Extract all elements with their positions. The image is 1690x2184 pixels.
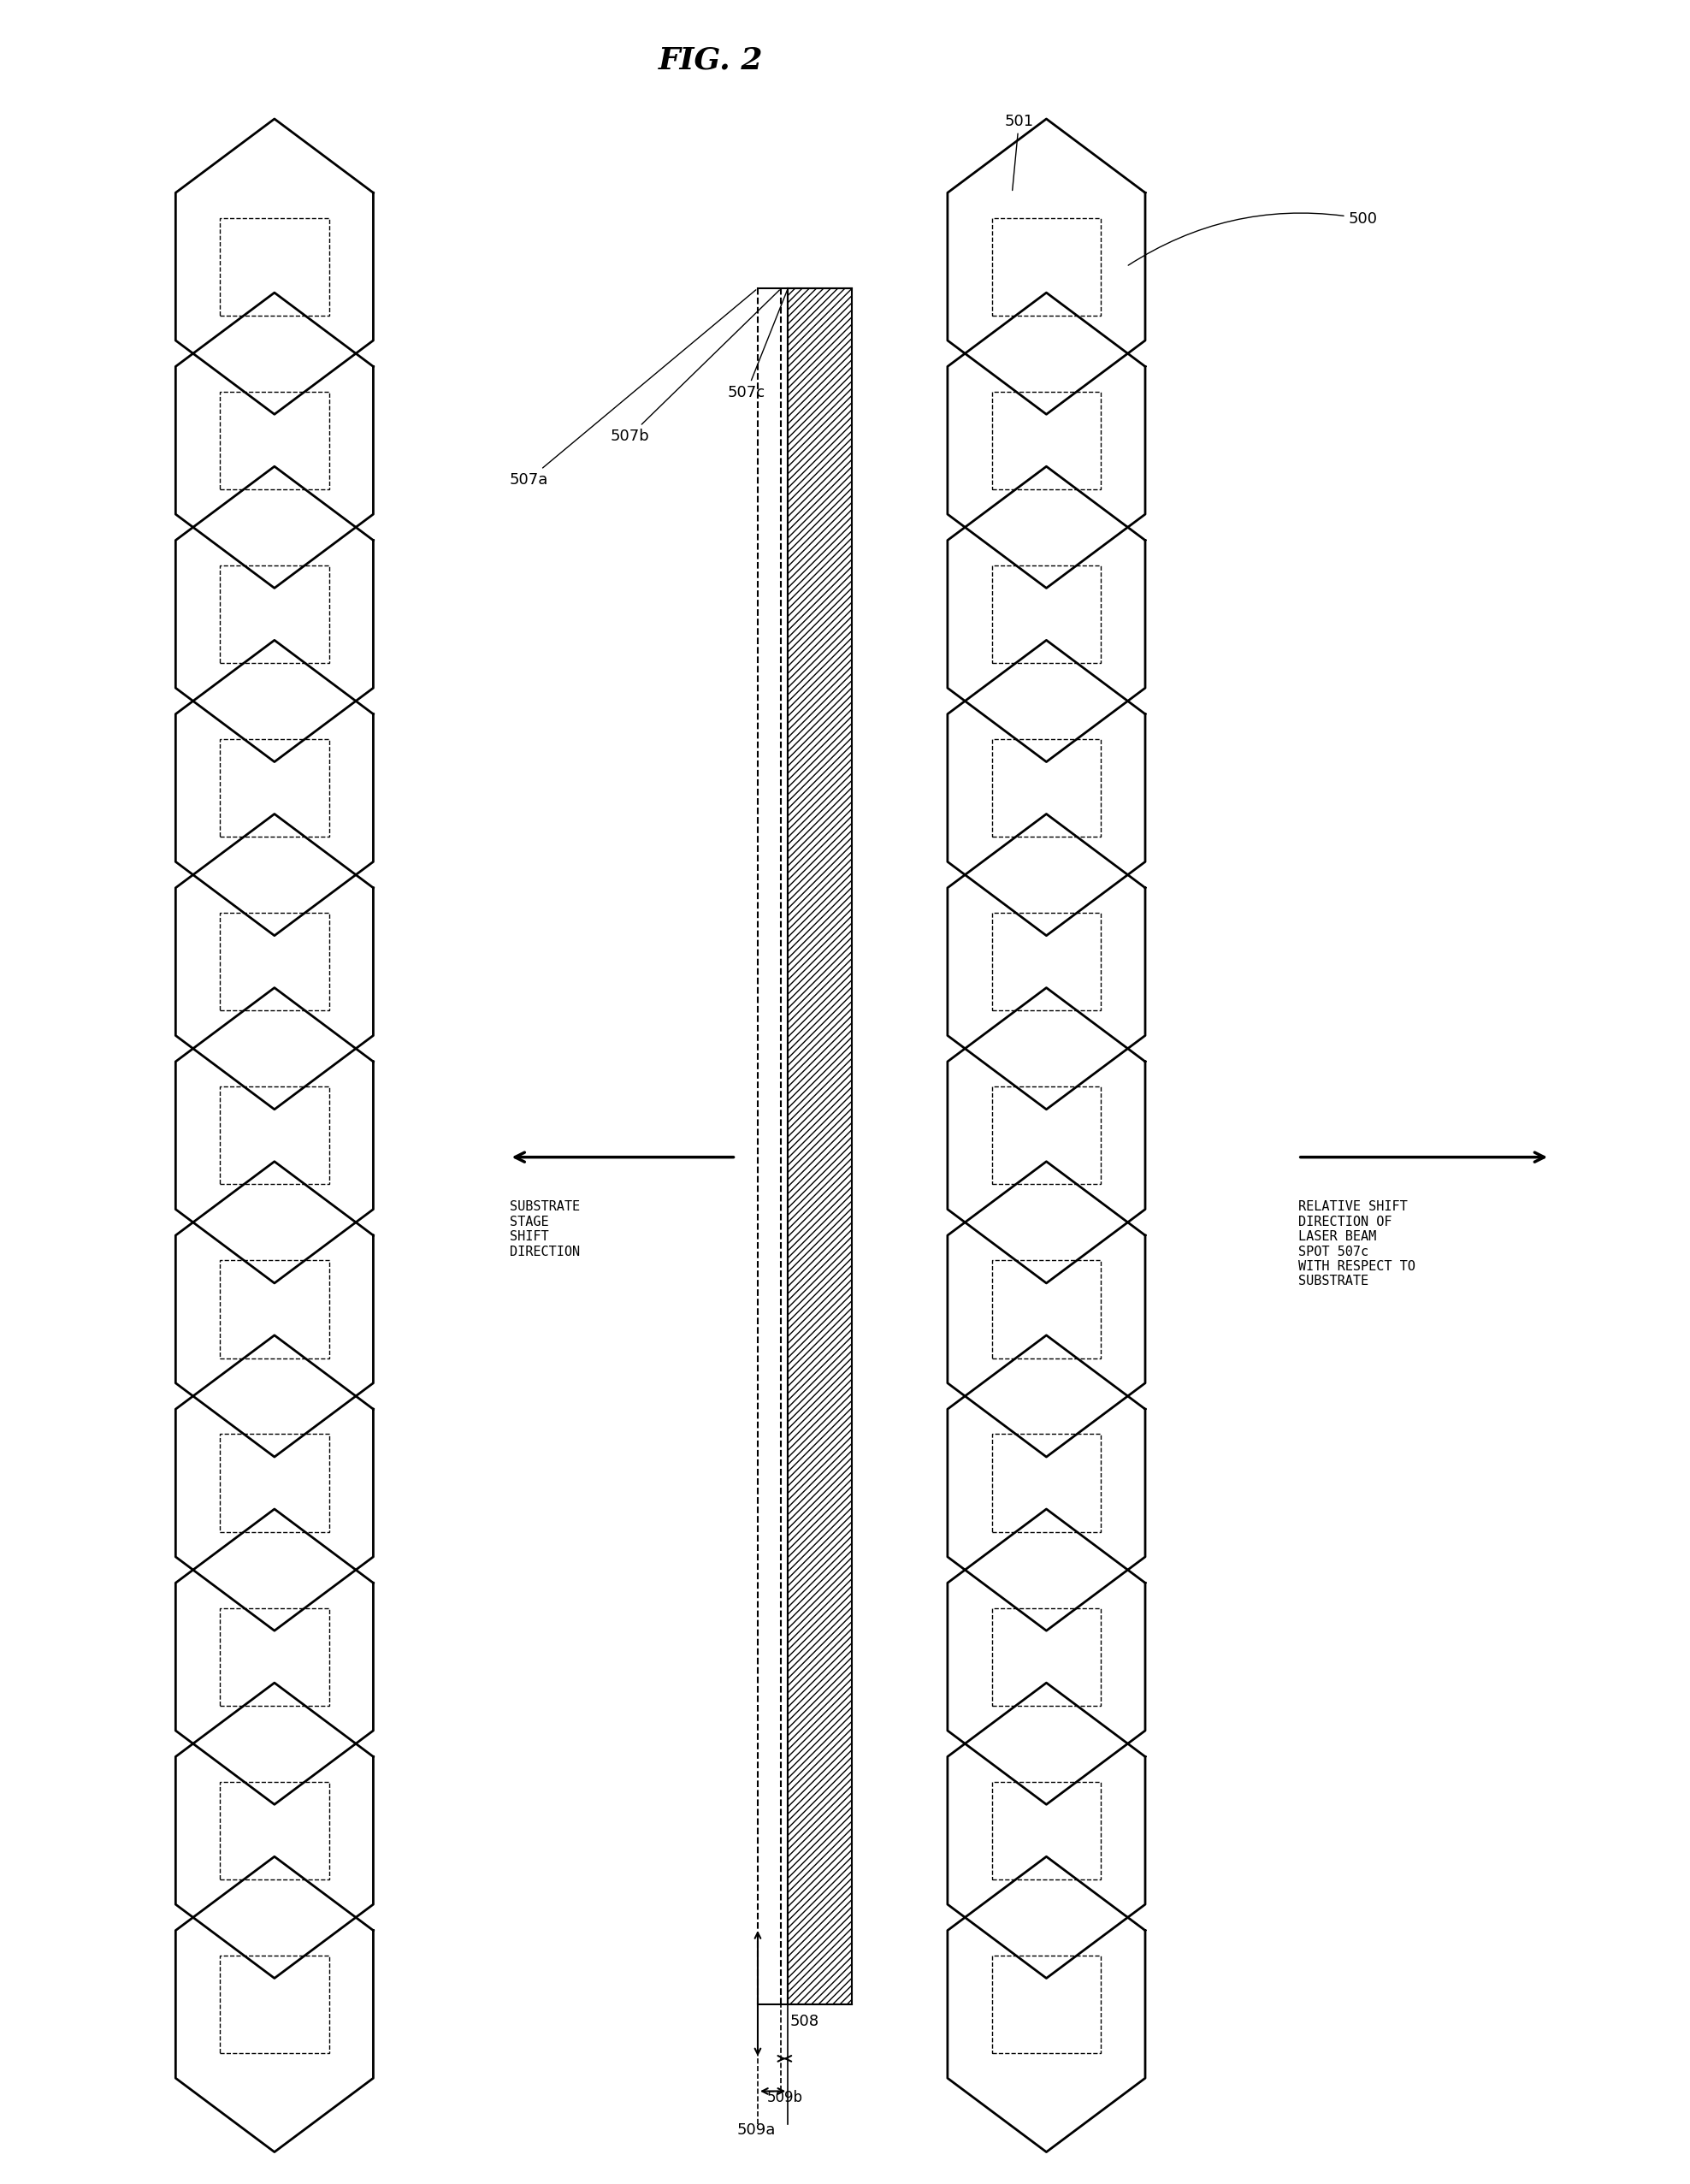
Text: 500: 500	[1129, 212, 1377, 264]
Bar	[788, 288, 852, 2005]
Bar	[992, 1782, 1100, 1880]
Text: 507b: 507b	[610, 290, 779, 443]
Polygon shape	[176, 1509, 373, 1804]
Polygon shape	[948, 1509, 1146, 1804]
Polygon shape	[948, 987, 1146, 1284]
Polygon shape	[176, 1856, 373, 2151]
Text: RELATIVE SHIFT
DIRECTION OF
LASER BEAM
SPOT 507c
WITH RESPECT TO
SUBSTRATE: RELATIVE SHIFT DIRECTION OF LASER BEAM S…	[1298, 1201, 1415, 1289]
Bar	[992, 1955, 1100, 2053]
Polygon shape	[176, 815, 373, 1109]
Bar	[992, 218, 1100, 314]
Polygon shape	[948, 467, 1146, 762]
Bar	[992, 738, 1100, 836]
Bar	[220, 391, 330, 489]
Polygon shape	[948, 1162, 1146, 1457]
Bar	[220, 913, 330, 1011]
Text: 509a: 509a	[737, 2123, 776, 2138]
Bar	[220, 1435, 330, 1531]
Polygon shape	[176, 640, 373, 935]
Bar	[992, 913, 1100, 1011]
Bar	[220, 738, 330, 836]
Text: FIG. 2: FIG. 2	[659, 46, 764, 74]
Bar	[220, 1607, 330, 1706]
Bar	[992, 1088, 1100, 1184]
Polygon shape	[176, 467, 373, 762]
Polygon shape	[948, 1856, 1146, 2151]
Bar	[220, 566, 330, 664]
Text: 501: 501	[1004, 114, 1034, 190]
Polygon shape	[948, 1334, 1146, 1631]
Polygon shape	[176, 987, 373, 1284]
Polygon shape	[176, 1334, 373, 1631]
Bar	[992, 1607, 1100, 1706]
Polygon shape	[948, 640, 1146, 935]
Polygon shape	[948, 118, 1146, 415]
Bar	[220, 1955, 330, 2053]
Polygon shape	[948, 815, 1146, 1109]
Bar	[992, 391, 1100, 489]
Polygon shape	[948, 1684, 1146, 1979]
Bar	[992, 1260, 1100, 1358]
Polygon shape	[948, 293, 1146, 587]
Bar	[220, 218, 330, 314]
Bar	[220, 1782, 330, 1880]
Bar	[220, 1260, 330, 1358]
Bar	[992, 1435, 1100, 1531]
Text: 507c: 507c	[727, 290, 788, 400]
Polygon shape	[176, 118, 373, 415]
Text: 507a: 507a	[509, 290, 755, 487]
Text: SUBSTRATE
STAGE
SHIFT
DIRECTION: SUBSTRATE STAGE SHIFT DIRECTION	[509, 1201, 580, 1258]
Polygon shape	[176, 293, 373, 587]
Bar	[992, 566, 1100, 664]
Bar	[220, 1088, 330, 1184]
Text: 508: 508	[789, 2014, 820, 2029]
Text: 509b: 509b	[767, 2090, 803, 2105]
Polygon shape	[176, 1162, 373, 1457]
Polygon shape	[176, 1684, 373, 1979]
